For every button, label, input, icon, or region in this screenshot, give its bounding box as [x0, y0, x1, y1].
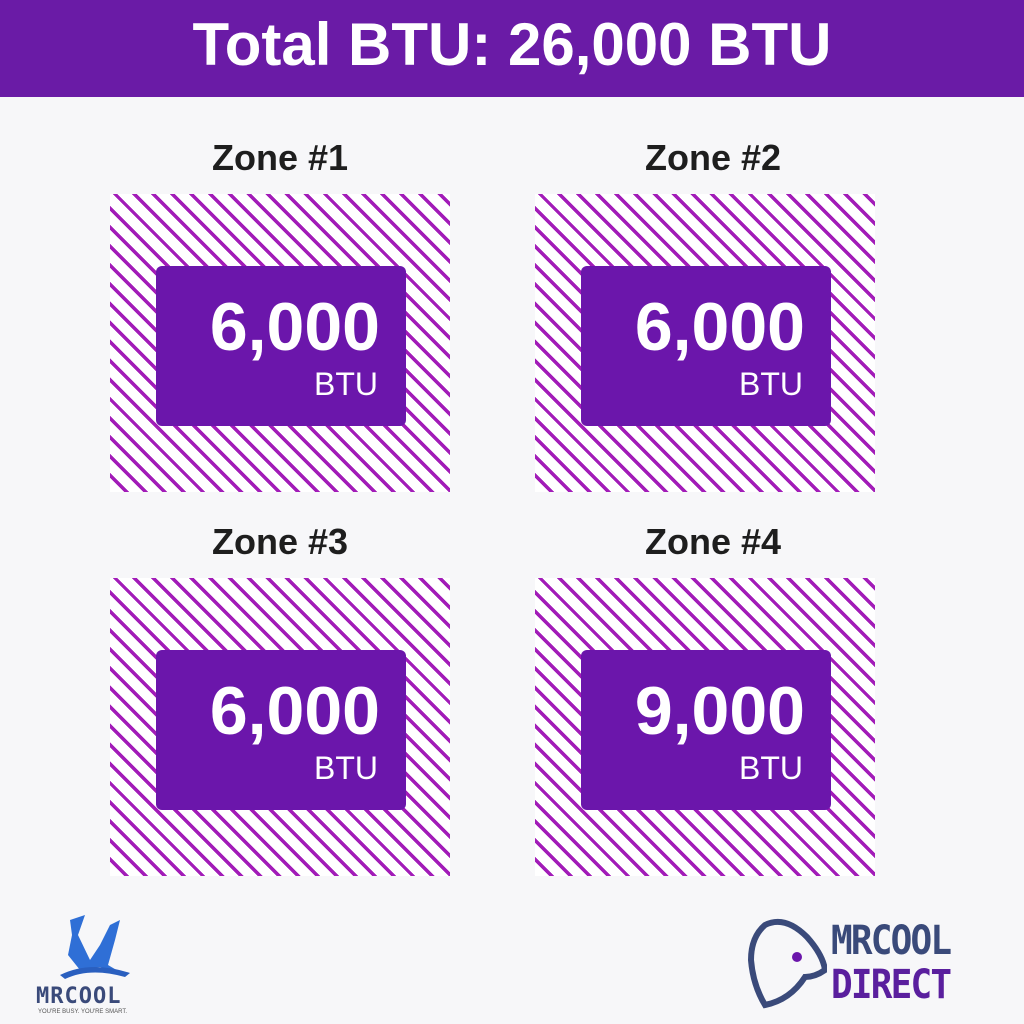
zone-value: 6,000 — [209, 289, 380, 365]
zone-unit: BTU — [739, 750, 803, 786]
zone-value: 6,000 — [209, 673, 380, 749]
zone-btu-box: 6,000 BTU — [156, 650, 406, 810]
polar-bear-icon: MRCOOL YOU'RE BUSY. YOU'RE SMART. — [36, 915, 130, 1015]
zone-panel: 6,000 BTU — [535, 194, 875, 492]
zone-label: Zone #1 — [211, 137, 349, 178]
zone-btu-box: 6,000 BTU — [156, 266, 406, 426]
zone-value: 9,000 — [634, 673, 805, 749]
zone-btu-box: 6,000 BTU — [581, 266, 831, 426]
zone-unit: BTU — [314, 366, 378, 402]
zone-panel: 9,000 BTU — [535, 578, 875, 876]
svg-text:YOU'RE BUSY. YOU'RE SMART.: YOU'RE BUSY. YOU'RE SMART. — [38, 1009, 127, 1015]
zone-label: Zone #4 — [644, 521, 782, 562]
zone-label: Zone #3 — [211, 521, 349, 562]
bear-head-icon — [747, 919, 827, 1009]
svg-text:MRCOOL: MRCOOL — [36, 984, 121, 1009]
zone-unit: BTU — [314, 750, 378, 786]
header-title: Total BTU: 26,000 BTU — [192, 11, 832, 78]
zone-label: Zone #2 — [644, 137, 782, 178]
zone-btu-box: 9,000 BTU — [581, 650, 831, 810]
zone-value: 6,000 — [634, 289, 805, 365]
zone-unit: BTU — [739, 366, 803, 402]
mrcool-logo: MRCOOL YOU'RE BUSY. YOU'RE SMART. — [30, 905, 170, 1015]
mrcool-direct-logo: MRCOOL DIRECT — [745, 915, 985, 1010]
zone-panel: 6,000 BTU — [110, 194, 450, 492]
logo-line1: MRCOOL — [831, 918, 952, 964]
logo-line2: DIRECT — [831, 962, 952, 1008]
total-btu-header: Total BTU: 26,000 BTU — [0, 0, 1024, 97]
zone-panel: 6,000 BTU — [110, 578, 450, 876]
